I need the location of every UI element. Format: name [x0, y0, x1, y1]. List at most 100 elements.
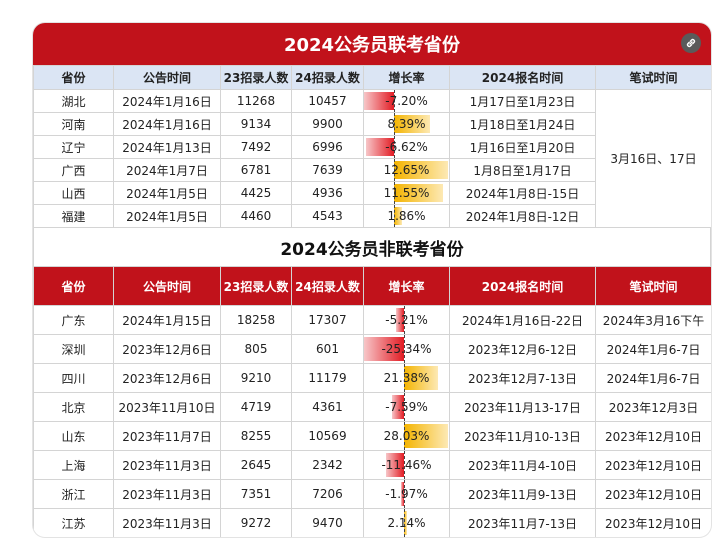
notice-date-cell: 2023年12月6日 [113, 363, 221, 393]
link-icon[interactable] [681, 33, 701, 53]
growth-zero-axis [403, 480, 405, 508]
signup-period-cell: 1月16日至1月20日 [449, 135, 596, 159]
recruit-2023-cell: 805 [220, 334, 292, 364]
recruit-2024-cell: 4936 [291, 181, 364, 205]
province-cell: 浙江 [33, 479, 114, 509]
recruit-2023-cell: 8255 [220, 421, 292, 451]
notice-date-cell: 2023年11月3日 [113, 508, 221, 537]
growth-value: 11.55% [383, 186, 430, 200]
growth-value: 21.38% [383, 371, 430, 385]
growth-zero-axis [403, 451, 405, 479]
exam-time-cell: 2024年1月6-7日 [595, 363, 711, 393]
growth-cell: 11.55% [363, 181, 450, 205]
recruit-2024-cell: 6996 [291, 135, 364, 159]
recruit-2023-cell: 4460 [220, 204, 292, 228]
table1-header-signup: 2024报名时间 [449, 65, 596, 90]
recruit-2023-cell: 4425 [220, 181, 292, 205]
notice-date-cell: 2024年1月16日 [113, 89, 221, 113]
growth-zero-axis [394, 90, 396, 112]
exam-time-cell: 2023年12月10日 [595, 421, 711, 451]
table-row: 北京 2023年11月10日 4719 4361 -7.59% 2023年11月… [33, 392, 711, 422]
signup-period-cell: 2023年12月6-12日 [449, 334, 596, 364]
signup-period-cell: 1月8日至1月17日 [449, 158, 596, 182]
growth-value: -11.46% [381, 458, 432, 472]
growth-cell: 8.39% [363, 112, 450, 136]
growth-zero-axis [394, 113, 396, 135]
recruit-2024-cell: 4543 [291, 204, 364, 228]
table1-header-r24: 24招录人数 [291, 65, 364, 90]
recruit-2023-cell: 18258 [220, 305, 292, 335]
recruit-2023-cell: 9134 [220, 112, 292, 136]
growth-data-bar [385, 453, 404, 477]
table-row: 山东 2023年11月7日 8255 10569 28.03% 2023年11月… [33, 421, 711, 451]
growth-cell: 1.86% [363, 204, 450, 228]
notice-date-cell: 2023年11月7日 [113, 421, 221, 451]
growth-value: 2.14% [387, 516, 426, 530]
growth-zero-axis [394, 205, 396, 227]
table-row: 上海 2023年11月3日 2645 2342 -11.46% 2023年11月… [33, 450, 711, 480]
table1-title-bar: 2024公务员联考省份 [33, 23, 711, 65]
table1-header-exam: 笔试时间 [595, 65, 711, 90]
province-cell: 四川 [33, 363, 114, 393]
province-cell: 山东 [33, 421, 114, 451]
signup-period-cell: 2023年12月7-13日 [449, 363, 596, 393]
recruit-2023-cell: 2645 [220, 450, 292, 480]
notice-date-cell: 2024年1月13日 [113, 135, 221, 159]
growth-zero-axis [403, 335, 405, 363]
growth-value: -5.21% [385, 313, 428, 327]
signup-period-cell: 1月18日至1月24日 [449, 112, 596, 136]
table1-header-row: 省份 公告时间 23招录人数 24招录人数 增长率 2024报名时间 笔试时间 [33, 65, 711, 90]
notice-date-cell: 2024年1月15日 [113, 305, 221, 335]
growth-value: 1.86% [387, 209, 426, 223]
notice-date-cell: 2023年11月10日 [113, 392, 221, 422]
notice-date-cell: 2024年1月7日 [113, 158, 221, 182]
province-cell: 山西 [33, 181, 114, 205]
recruit-2024-cell: 7206 [291, 479, 364, 509]
table-row: 广东 2024年1月15日 18258 17307 -5.21% 2024年1月… [33, 305, 711, 335]
table2-header-signup: 2024报名时间 [449, 266, 596, 306]
notice-date-cell: 2024年1月16日 [113, 112, 221, 136]
table2: 省份 公告时间 23招录人数 24招录人数 增长率 2024报名时间 笔试时间 … [33, 266, 711, 537]
growth-value: -7.20% [385, 94, 428, 108]
recruit-2023-cell: 6781 [220, 158, 292, 182]
growth-data-bar [403, 511, 408, 535]
table2-header-r23: 23招录人数 [220, 266, 292, 306]
province-cell: 上海 [33, 450, 114, 480]
growth-cell: -1.97% [363, 479, 450, 509]
growth-value: -1.97% [385, 487, 428, 501]
recruit-2023-cell: 9272 [220, 508, 292, 537]
province-cell: 江苏 [33, 508, 114, 537]
growth-zero-axis [403, 306, 405, 334]
growth-zero-axis [394, 182, 396, 204]
recruit-2024-cell: 11179 [291, 363, 364, 393]
growth-data-bar [403, 366, 438, 390]
growth-data-bar [394, 207, 403, 225]
table1-header-r23: 23招录人数 [220, 65, 292, 90]
growth-zero-axis [403, 422, 405, 450]
signup-period-cell: 2024年1月8日-15日 [449, 181, 596, 205]
growth-value: 12.65% [383, 163, 430, 177]
table-row: 深圳 2023年12月6日 805 601 -25.34% 2023年12月6-… [33, 334, 711, 364]
growth-data-bar [394, 161, 448, 179]
link-icon-glyph [686, 38, 696, 48]
table-row: 福建 2024年1月5日 4460 4543 1.86% 2024年1月8日-1… [33, 204, 712, 228]
growth-data-bar [366, 138, 395, 156]
growth-cell: -25.34% [363, 334, 450, 364]
table1-header-province: 省份 [33, 65, 114, 90]
signup-period-cell: 1月17日至1月23日 [449, 89, 596, 113]
table-row: 湖北 2024年1月16日 11268 10457 -7.20% 1月17日至1… [33, 89, 711, 228]
table2-header-exam: 笔试时间 [595, 266, 711, 306]
growth-data-bar [395, 308, 404, 332]
province-cell: 深圳 [33, 334, 114, 364]
signup-period-cell: 2023年11月4-10日 [449, 450, 596, 480]
recruit-2023-cell: 7492 [220, 135, 292, 159]
notice-date-cell: 2024年1月5日 [113, 181, 221, 205]
province-cell: 河南 [33, 112, 114, 136]
growth-data-bar [394, 184, 444, 202]
table-row: 四川 2023年12月6日 9210 11179 21.38% 2023年12月… [33, 363, 711, 393]
recruit-2023-cell: 4719 [220, 392, 292, 422]
table-row: 河南 2024年1月16日 9134 9900 8.39% 1月18日至1月24… [33, 112, 712, 136]
exam-time-cell: 2023年12月10日 [595, 450, 711, 480]
growth-cell: 21.38% [363, 363, 450, 393]
growth-cell: 12.65% [363, 158, 450, 182]
